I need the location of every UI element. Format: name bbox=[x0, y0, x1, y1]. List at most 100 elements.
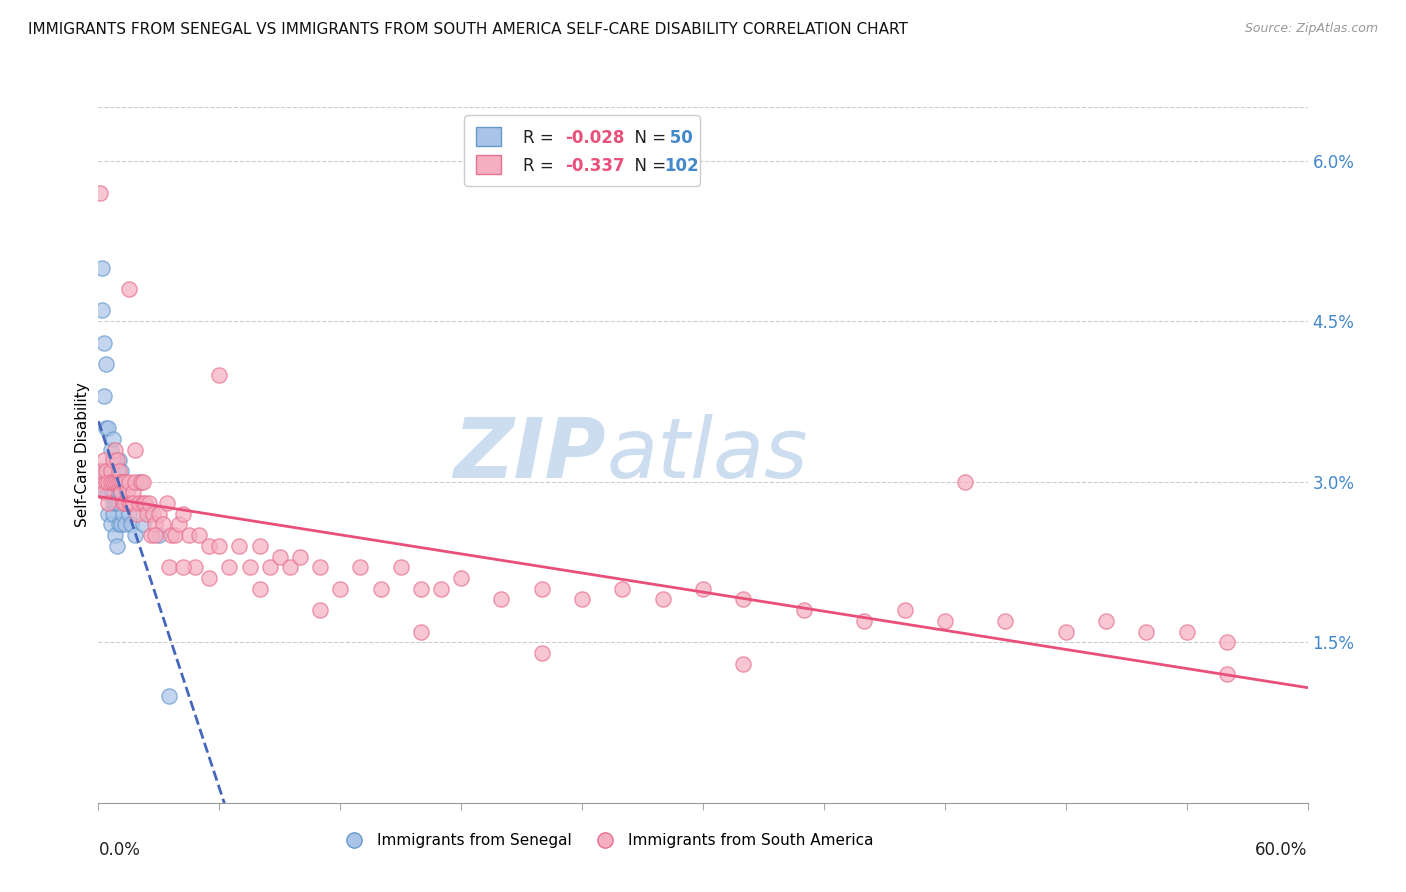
Point bbox=[188, 528, 211, 542]
Point bbox=[309, 560, 332, 574]
Point bbox=[288, 549, 311, 564]
Point bbox=[118, 507, 141, 521]
Point bbox=[91, 303, 114, 318]
Point bbox=[651, 592, 673, 607]
Point bbox=[93, 485, 115, 500]
Point bbox=[132, 475, 155, 489]
Point bbox=[107, 475, 129, 489]
Text: R =: R = bbox=[523, 128, 560, 147]
Point bbox=[430, 582, 453, 596]
Point bbox=[389, 560, 412, 574]
Text: N =: N = bbox=[624, 157, 672, 175]
Point bbox=[100, 475, 122, 489]
Point bbox=[101, 475, 124, 489]
Point bbox=[105, 464, 128, 478]
Point bbox=[793, 603, 815, 617]
Point bbox=[612, 582, 634, 596]
Point bbox=[110, 475, 132, 489]
Text: ZIP: ZIP bbox=[454, 415, 606, 495]
Point bbox=[269, 549, 291, 564]
Point bbox=[105, 475, 128, 489]
Point bbox=[107, 517, 129, 532]
Point bbox=[157, 560, 180, 574]
Point bbox=[157, 689, 180, 703]
Point bbox=[733, 657, 755, 671]
Point bbox=[167, 517, 190, 532]
Point bbox=[953, 475, 976, 489]
Point bbox=[132, 517, 155, 532]
Point bbox=[163, 528, 186, 542]
Point bbox=[107, 464, 129, 478]
Point bbox=[139, 528, 162, 542]
Point bbox=[994, 614, 1017, 628]
Point bbox=[239, 560, 262, 574]
Point bbox=[934, 614, 956, 628]
Point bbox=[143, 517, 166, 532]
Text: -0.028: -0.028 bbox=[565, 128, 624, 147]
Legend: Immigrants from Senegal, Immigrants from South America: Immigrants from Senegal, Immigrants from… bbox=[333, 827, 880, 855]
Point bbox=[184, 560, 207, 574]
Text: 102: 102 bbox=[664, 157, 699, 175]
Point bbox=[228, 539, 250, 553]
Point bbox=[114, 475, 136, 489]
Point bbox=[93, 335, 115, 350]
Point bbox=[114, 517, 136, 532]
Point bbox=[110, 464, 132, 478]
Text: atlas: atlas bbox=[606, 415, 808, 495]
Point bbox=[110, 485, 132, 500]
Point bbox=[135, 507, 157, 521]
Point bbox=[105, 453, 128, 467]
Point bbox=[138, 496, 160, 510]
Point bbox=[96, 421, 118, 435]
Point bbox=[100, 442, 122, 457]
Point bbox=[124, 528, 146, 542]
Point bbox=[120, 496, 142, 510]
Point bbox=[96, 357, 118, 371]
Point bbox=[105, 475, 128, 489]
Point bbox=[97, 507, 120, 521]
Point bbox=[125, 507, 148, 521]
Point bbox=[124, 442, 146, 457]
Point bbox=[1216, 635, 1239, 649]
Point bbox=[156, 496, 179, 510]
Point bbox=[148, 507, 170, 521]
Point bbox=[198, 571, 221, 585]
Point bbox=[114, 475, 136, 489]
Point bbox=[450, 571, 472, 585]
Y-axis label: Self-Care Disability: Self-Care Disability bbox=[75, 383, 90, 527]
Point bbox=[93, 453, 115, 467]
Point bbox=[115, 496, 138, 510]
Point bbox=[111, 496, 134, 510]
Point bbox=[100, 464, 122, 478]
Point bbox=[101, 507, 124, 521]
Point bbox=[134, 496, 156, 510]
Point bbox=[160, 528, 183, 542]
Point bbox=[733, 592, 755, 607]
Point bbox=[97, 475, 120, 489]
Point bbox=[89, 464, 111, 478]
Point bbox=[111, 507, 134, 521]
Point bbox=[101, 453, 124, 467]
Point bbox=[105, 539, 128, 553]
Text: N =: N = bbox=[624, 128, 672, 147]
Point bbox=[692, 582, 714, 596]
Point bbox=[1175, 624, 1198, 639]
Point bbox=[249, 582, 271, 596]
Point bbox=[115, 485, 138, 500]
Point bbox=[107, 475, 129, 489]
Point bbox=[118, 496, 141, 510]
Point bbox=[1095, 614, 1118, 628]
Point bbox=[198, 539, 221, 553]
Text: R =: R = bbox=[523, 157, 560, 175]
Point bbox=[148, 528, 170, 542]
Point bbox=[110, 517, 132, 532]
Point bbox=[1054, 624, 1077, 639]
Point bbox=[491, 592, 513, 607]
Point bbox=[100, 517, 122, 532]
Point bbox=[138, 507, 160, 521]
Point bbox=[101, 432, 124, 446]
Text: 0.0%: 0.0% bbox=[98, 841, 141, 859]
Point bbox=[91, 464, 114, 478]
Point bbox=[329, 582, 352, 596]
Point bbox=[309, 603, 332, 617]
